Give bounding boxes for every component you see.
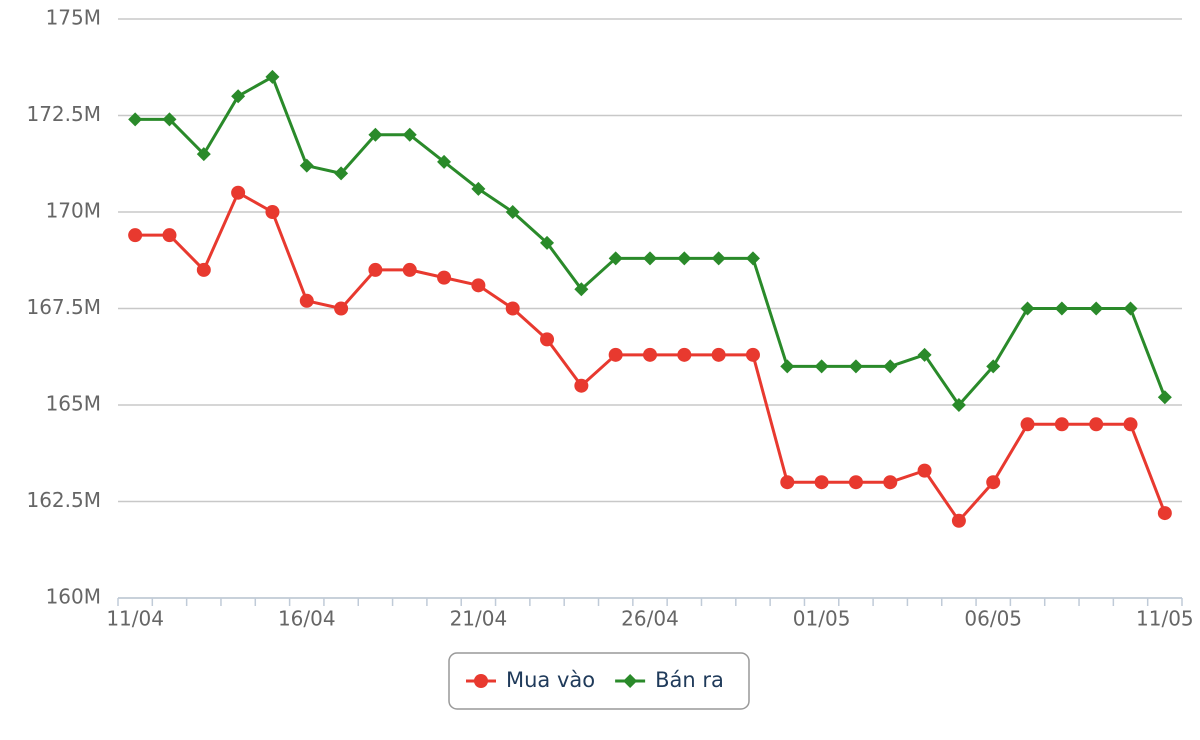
x-tick-label: 11/04: [106, 607, 164, 631]
data-point: [917, 463, 932, 478]
data-point: [1054, 301, 1069, 316]
data-point: [128, 228, 143, 243]
data-point: [848, 475, 863, 490]
y-tick-label: 175M: [46, 6, 101, 30]
data-point: [1123, 417, 1138, 432]
legend-swatch-marker: [623, 674, 638, 688]
data-point: [780, 359, 795, 374]
data-point: [1089, 301, 1104, 316]
data-point: [711, 347, 726, 362]
data-point: [745, 347, 760, 362]
data-point: [986, 475, 1001, 490]
data-point: [505, 205, 520, 219]
data-point: [299, 158, 314, 173]
data-point: [299, 293, 314, 308]
legend-swatch-marker: [474, 674, 488, 688]
data-point: [265, 69, 280, 84]
legend-label: Mua vào: [506, 668, 595, 692]
data-point: [1157, 390, 1172, 405]
data-point: [745, 251, 760, 266]
data-point: [265, 205, 280, 219]
data-point: [334, 301, 349, 316]
legend-item[interactable]: Bán ra: [615, 668, 724, 692]
data-point: [471, 181, 486, 196]
data-point: [951, 513, 966, 528]
data-point: [643, 347, 657, 362]
data-point: [574, 378, 589, 393]
x-tick-label: 01/05: [793, 607, 851, 631]
data-point: [814, 359, 829, 374]
data-point: [1123, 301, 1138, 316]
data-point: [128, 112, 143, 127]
data-point: [883, 359, 898, 374]
y-tick-label: 167.5M: [26, 295, 101, 319]
data-point: [951, 398, 966, 412]
data-point: [334, 166, 349, 181]
y-tick-label: 165M: [46, 392, 101, 416]
x-tick-label: 21/04: [450, 607, 508, 631]
data-point: [231, 185, 246, 200]
x-tick-label: 16/04: [278, 607, 336, 631]
data-point: [1020, 301, 1035, 316]
data-point: [368, 262, 383, 277]
data-point: [1054, 417, 1069, 432]
x-tick-label: 11/05: [1136, 607, 1194, 631]
data-point: [540, 235, 555, 250]
data-point: [471, 278, 486, 293]
x-tick-label: 26/04: [621, 607, 679, 631]
y-tick-label: 170M: [46, 199, 101, 223]
data-point: [608, 251, 623, 266]
data-point: [162, 228, 177, 243]
data-point: [814, 475, 829, 490]
data-point: [231, 89, 246, 104]
data-point: [1020, 417, 1035, 432]
data-point: [711, 251, 726, 266]
data-point: [437, 270, 452, 285]
data-point: [437, 154, 452, 169]
data-point: [608, 347, 623, 362]
data-point: [643, 251, 657, 266]
legend-label: Bán ra: [655, 668, 724, 692]
x-tick-label: 06/05: [964, 607, 1022, 631]
data-point: [986, 359, 1001, 374]
y-tick-label: 160M: [46, 585, 101, 609]
data-point: [402, 262, 417, 277]
y-tick-label: 162.5M: [26, 488, 101, 512]
data-point: [368, 127, 383, 142]
y-tick-label: 172.5M: [26, 102, 101, 126]
data-point: [196, 147, 211, 162]
legend-box: [448, 652, 750, 710]
data-point: [505, 301, 520, 316]
data-point: [917, 347, 932, 362]
data-point: [848, 359, 863, 374]
data-point: [677, 347, 692, 362]
data-point: [780, 475, 795, 490]
data-point: [883, 475, 898, 490]
data-point: [1089, 417, 1104, 432]
legend-item[interactable]: Mua vào: [466, 668, 595, 692]
data-point: [540, 332, 555, 347]
data-point: [574, 282, 589, 297]
data-point: [1157, 506, 1172, 521]
data-point: [677, 251, 692, 266]
data-point: [196, 262, 211, 277]
data-point: [162, 112, 177, 127]
data-point: [402, 127, 417, 142]
